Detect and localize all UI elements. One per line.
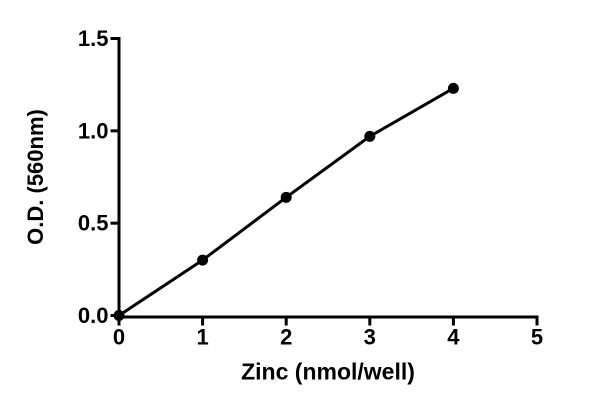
- x-tick-label: 4: [447, 325, 460, 350]
- x-axis-title: Zinc (nmol/well): [241, 359, 415, 385]
- data-point: [280, 191, 292, 203]
- y-tick-label: 1.0: [78, 118, 109, 143]
- x-tick-label: 3: [364, 325, 376, 350]
- y-tick-label: 0.5: [78, 211, 109, 236]
- x-tick-label: 0: [113, 325, 125, 350]
- data-point: [113, 310, 125, 321]
- y-tick-label: 0.0: [78, 303, 109, 328]
- data-point: [197, 254, 209, 266]
- x-tick-label: 1: [196, 325, 208, 350]
- x-tick-label: 5: [531, 325, 543, 350]
- y-axis-title: O.D. (560nm): [23, 109, 48, 245]
- data-point: [364, 130, 376, 142]
- data-point: [447, 82, 459, 94]
- x-tick-label: 2: [280, 325, 292, 350]
- y-tick-label: 1.5: [78, 26, 109, 51]
